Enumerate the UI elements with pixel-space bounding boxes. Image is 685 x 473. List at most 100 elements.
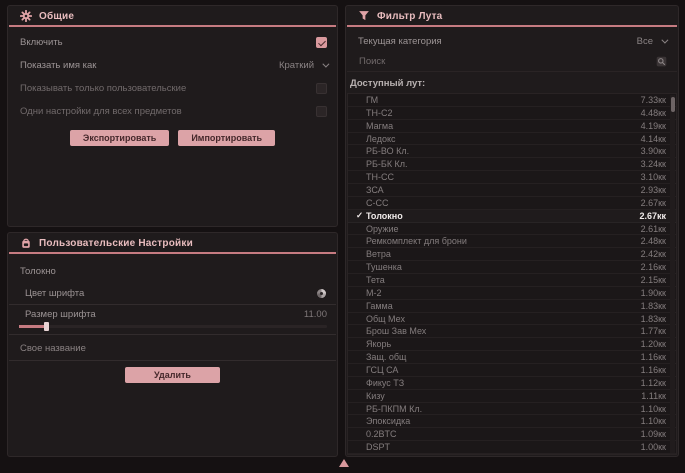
loot-list-item[interactable]: С-СС 2.67кк xyxy=(348,197,676,210)
import-button[interactable]: Импортировать xyxy=(178,130,276,146)
loot-list-item[interactable]: РБ-ПКПМ Кл. 1.10кк xyxy=(348,403,676,416)
loot-list-item[interactable]: Тета 2.15кк xyxy=(348,274,676,287)
loot-list-item[interactable]: ✓ Толокно 2.67кк xyxy=(348,210,676,223)
loot-item-name: ЗСА xyxy=(366,184,384,195)
loot-item-value: 1.10кк xyxy=(640,416,666,427)
enable-label: Включить xyxy=(20,37,63,48)
panel-title: Фильтр Лута xyxy=(377,10,443,22)
font-size-row: Размер шрифта 11.00 xyxy=(8,306,337,323)
funnel-icon xyxy=(358,10,370,22)
loot-item-name: ГСЦ СА xyxy=(366,364,399,375)
loot-item-name: Фикус ТЗ xyxy=(366,377,405,388)
setting-row-same-settings: Одни настройки для всех предметов xyxy=(8,100,337,123)
delete-row: Удалить xyxy=(8,367,337,383)
loot-list-item[interactable]: М-2 1.90кк xyxy=(348,287,676,300)
font-size-slider[interactable] xyxy=(8,322,337,334)
loot-item-name: Оружие xyxy=(366,223,399,234)
loot-item-name: РБ-ПКПМ Кл. xyxy=(366,403,423,414)
loot-list-item[interactable]: Магма 4.19кк xyxy=(348,120,676,133)
same-settings-label: Одни настройки для всех предметов xyxy=(20,106,182,117)
loot-list: ГМ 7.33кк ТН-С2 4.48кк Магма 4.19кк Ледо… xyxy=(347,93,677,455)
color-wheel-icon[interactable] xyxy=(316,288,327,299)
loot-filter-panel: Фильтр Лута Текущая категория Все Поиск … xyxy=(345,5,679,457)
loot-list-item[interactable]: Кизу 1.11кк xyxy=(348,390,676,403)
name-mode-select[interactable]: Краткий xyxy=(279,60,330,71)
loot-item-value: 1.11кк xyxy=(641,390,666,401)
loot-list-item[interactable]: Общ Мех 1.83кк xyxy=(348,313,676,326)
enable-checkbox[interactable] xyxy=(316,37,327,48)
loot-item-name: Тета xyxy=(366,274,385,285)
loot-item-name: Ремкомплект для брони xyxy=(366,236,467,247)
delete-button[interactable]: Удалить xyxy=(125,367,220,383)
panel-title: Пользовательские Настройки xyxy=(39,237,193,249)
loot-item-value: 4.48кк xyxy=(640,107,666,118)
slider-fill xyxy=(19,325,47,328)
slider-handle[interactable] xyxy=(44,322,49,331)
loot-item-value: 1.12кк xyxy=(640,377,666,388)
loot-list-item[interactable]: Оружие 2.61кк xyxy=(348,223,676,236)
loot-list-item[interactable]: Ветра 2.42кк xyxy=(348,248,676,262)
loot-item-value: 1.20кк xyxy=(640,339,666,350)
loot-item-name: ТН-С2 xyxy=(366,107,393,118)
name-mode-label: Показать имя как xyxy=(20,60,97,71)
setting-row-name-mode: Показать имя как Краткий xyxy=(8,54,337,77)
loot-item-name: Брош Зав Мех xyxy=(366,326,427,337)
loot-list-item[interactable]: Якорь 1.20кк xyxy=(348,338,676,352)
loot-item-value: 7.33кк xyxy=(640,94,666,105)
loot-list-item[interactable]: DSPT 1.00кк xyxy=(348,441,676,454)
only-custom-checkbox[interactable] xyxy=(316,83,327,94)
loot-item-name: ТН-СС xyxy=(366,172,394,183)
loot-list-item[interactable]: РБ-БК Кл. 3.24кк xyxy=(348,158,676,172)
loot-list-item[interactable]: РБ-ВО Кл. 3.90кк xyxy=(348,145,676,159)
loot-list-item[interactable]: ГМ 7.33кк xyxy=(348,94,676,107)
loot-panel-header: Фильтр Лута xyxy=(346,6,678,25)
loot-item-value: 1.10кк xyxy=(640,403,666,414)
loot-item-value: 1.16кк xyxy=(640,352,666,363)
loot-item-value: 2.67кк xyxy=(640,197,666,208)
font-size-label: Размер шрифта xyxy=(25,309,96,320)
custom-name-input[interactable]: Свое название xyxy=(20,343,86,354)
loot-list-item[interactable]: ТН-С2 4.48кк xyxy=(348,107,676,120)
divider xyxy=(9,334,336,335)
loot-item-name: Кизу xyxy=(366,390,385,401)
category-value: Все xyxy=(636,35,653,47)
resize-grip-icon[interactable] xyxy=(339,459,349,467)
loot-list-item[interactable]: Тушенка 2.16кк xyxy=(348,261,676,275)
loot-list-item[interactable]: Фикус ТЗ 1.12кк xyxy=(348,377,676,390)
font-size-value: 11.00 xyxy=(303,309,327,320)
export-button[interactable]: Экспортировать xyxy=(69,130,170,146)
only-custom-label: Показывать только пользовательские xyxy=(20,83,187,94)
import-export-row: Экспортировать Импортировать xyxy=(8,130,337,146)
loot-list-item[interactable]: Гамма 1.83кк xyxy=(348,300,676,313)
loot-item-value: 2.15кк xyxy=(640,274,666,285)
loot-item-value: 1.83кк xyxy=(640,313,666,324)
panel-title: Общие xyxy=(39,10,75,22)
loot-list-item[interactable]: Ледокс 4.14кк xyxy=(348,133,676,146)
selected-item-name: Толокно xyxy=(20,266,56,277)
font-color-label: Цвет шрифта xyxy=(25,288,85,299)
loot-item-value: 2.42кк xyxy=(640,249,666,260)
same-settings-checkbox[interactable] xyxy=(316,106,327,117)
loot-list-item[interactable]: ЗСА 2.93кк xyxy=(348,184,676,197)
loot-list-item[interactable]: Брош Зав Мех 1.77кк xyxy=(348,325,676,339)
loot-list-item[interactable]: ТН-СС 3.10кк xyxy=(348,171,676,185)
selected-check-icon: ✓ xyxy=(356,210,364,221)
accent-underline xyxy=(9,252,336,254)
loot-item-value: 1.90кк xyxy=(640,287,666,298)
divider xyxy=(9,304,336,305)
loot-list-item[interactable]: ГСЦ СА 1.16кк xyxy=(348,364,676,377)
loot-item-value: 2.16кк xyxy=(640,262,666,273)
category-select[interactable]: Все xyxy=(636,35,669,47)
loot-list-item[interactable]: Эпоксидка 1.10кк xyxy=(348,415,676,429)
scrollbar-thumb[interactable] xyxy=(670,97,675,112)
loot-list-item[interactable]: 0.2BTC 1.09кк xyxy=(348,428,676,442)
search-row: Поиск xyxy=(347,52,677,72)
loot-list-item[interactable]: Ремкомплект для брони 2.48кк xyxy=(348,235,676,249)
loot-item-value: 4.19кк xyxy=(640,120,666,131)
loot-item-value: 1.00кк xyxy=(640,442,666,453)
scrollbar[interactable] xyxy=(670,95,675,453)
loot-list-item[interactable]: Защ. общ 1.16кк xyxy=(348,351,676,365)
search-icon[interactable] xyxy=(656,56,667,67)
search-input[interactable]: Поиск xyxy=(359,56,386,67)
loot-item-value: 4.14кк xyxy=(640,133,666,144)
